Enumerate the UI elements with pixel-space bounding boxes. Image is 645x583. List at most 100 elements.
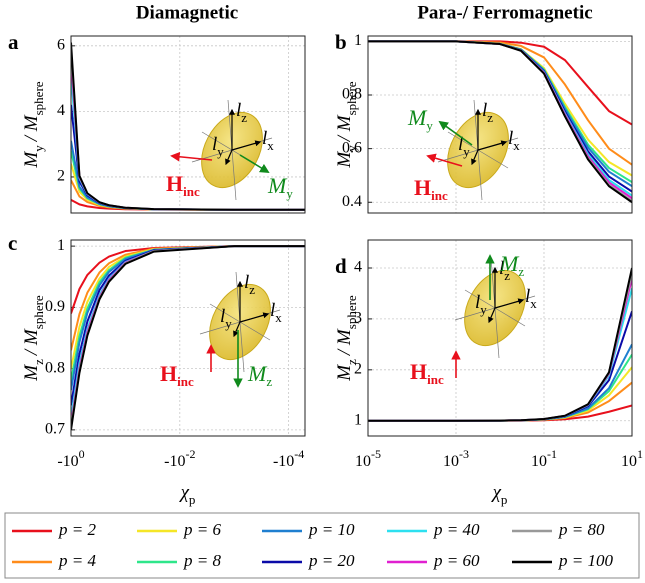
- inset-axis-label-part: l: [236, 100, 241, 121]
- field-label-sub: inc: [431, 188, 448, 203]
- y-axis-label: My / Msphere: [21, 81, 46, 168]
- y-axis-label: Mz / Msphere: [334, 295, 359, 382]
- x-tick-base: -10: [57, 453, 78, 470]
- y-axis-label-sub: z: [344, 359, 359, 365]
- x-axis-label: χp: [179, 482, 196, 507]
- y-tick-label: 2: [354, 360, 362, 377]
- inset-axis-label-part: l: [262, 128, 267, 149]
- y-axis-label-part: / M: [334, 328, 355, 356]
- series-line: [71, 245, 305, 431]
- field-label-part: H: [410, 359, 427, 384]
- column-title: Diamagnetic: [136, 2, 238, 23]
- y-tick-label: 6: [57, 37, 65, 54]
- field-label-part: H: [160, 361, 177, 386]
- y-tick-label: 0.8: [342, 86, 362, 103]
- inset-axis-label-sub: y: [463, 144, 470, 159]
- series-line: [368, 40, 632, 204]
- inset-axis-label-part: l: [244, 272, 249, 293]
- axis-arrow: [239, 312, 270, 323]
- y-tick-label: 3: [354, 310, 362, 327]
- x-tick-base: 10: [621, 453, 637, 470]
- magnetization-label-part: M: [247, 361, 268, 386]
- field-label: Hinc: [410, 359, 444, 387]
- magnetization-label-part: M: [407, 105, 428, 130]
- inset-axis-label-sub: x: [275, 310, 282, 325]
- inset-axis-label: ly: [475, 292, 487, 317]
- x-tick-label: 10-5: [355, 447, 381, 470]
- y-axis-label-part: M: [334, 151, 355, 169]
- inset-axis-label-part: l: [475, 292, 480, 313]
- field-arrow: [170, 151, 213, 162]
- panel-label: c: [8, 231, 17, 255]
- y-tick-label: 4: [57, 102, 65, 119]
- y-axis-label-part: M: [21, 364, 42, 382]
- legend-box: [4, 512, 640, 579]
- x-tick-label: -100: [57, 447, 84, 470]
- y-axis-label-sub: sphere: [344, 81, 359, 115]
- axis-arrow: [494, 298, 525, 309]
- inset-axis-label-part: l: [458, 134, 463, 155]
- x-tick-exponent: -1: [547, 447, 557, 461]
- inset-axis-label: lx: [508, 128, 520, 153]
- inset-axis-label-part: l: [220, 306, 225, 327]
- inset-axis-label: lz: [236, 100, 247, 125]
- y-tick-label: 0.9: [45, 298, 65, 315]
- field-label: Hinc: [166, 171, 200, 199]
- y-axis-label: Mz / Msphere: [21, 295, 46, 382]
- axis-arrow: [233, 321, 241, 338]
- inset-axis-label: lz: [244, 272, 255, 297]
- legend-label: p = 6: [183, 520, 221, 539]
- inset-axis-label-sub: y: [225, 316, 232, 331]
- inset-axis-label: ly: [212, 134, 224, 159]
- y-axis-label-part: / M: [21, 328, 42, 356]
- y-tick-label: 1: [354, 411, 362, 428]
- axis-arrow: [488, 307, 496, 324]
- x-axis-label-part: χ: [179, 482, 190, 503]
- plot-frame: [70, 239, 306, 437]
- legend-label: p = 2: [58, 520, 96, 539]
- inset-axis-label-part: l: [508, 128, 513, 149]
- field-label-sub: inc: [183, 184, 200, 199]
- legend-label: p = 100: [558, 551, 613, 570]
- inset-axis-label: ly: [458, 134, 470, 159]
- legend-label: p = 10: [308, 520, 355, 539]
- legend-label: p = 40: [433, 520, 480, 539]
- magnetization-label-sub: y: [286, 186, 293, 201]
- inset-axis-label: lz: [499, 258, 510, 283]
- inset-axis-label-sub: z: [241, 110, 247, 125]
- field-label-part: H: [166, 171, 183, 196]
- inset-axis-label: lz: [482, 100, 493, 125]
- x-axis-label: χp: [491, 482, 508, 507]
- axis-arrow: [225, 149, 233, 166]
- field-label: Hinc: [160, 361, 194, 389]
- inset-axis-label-sub: z: [249, 282, 255, 297]
- y-axis-label-sub: y: [344, 145, 359, 152]
- inset-axis-label-sub: x: [530, 296, 537, 311]
- series-line: [71, 42, 305, 211]
- magnetization-label-part: M: [267, 173, 288, 198]
- legend-label: p = 80: [558, 520, 605, 539]
- inset-axis-label-sub: x: [267, 138, 274, 153]
- series-line: [368, 267, 632, 422]
- y-axis-label-sub: sphere: [31, 81, 46, 115]
- legend-label: p = 20: [308, 551, 355, 570]
- inset-axis-label-sub: y: [217, 144, 224, 159]
- x-tick-label: 10-3: [443, 447, 469, 470]
- y-tick-label: 4: [354, 259, 362, 276]
- inset-axis-label: ly: [220, 306, 232, 331]
- inset-axis-label-part: l: [499, 258, 504, 279]
- x-tick-base: 10: [355, 453, 371, 470]
- inset-axis-label-part: l: [212, 134, 217, 155]
- x-tick-base: 10: [443, 453, 459, 470]
- column-title: Para-/ Ferromagnetic: [417, 2, 592, 23]
- plot-frame: [367, 239, 633, 437]
- x-axis-label-sub: p: [189, 492, 196, 507]
- x-axis-label-sub: p: [501, 492, 508, 507]
- y-tick-label: 0.8: [45, 359, 65, 376]
- inset-axis-label-sub: z: [504, 268, 510, 283]
- inset-axis-label: lx: [525, 286, 537, 311]
- legend-label: p = 60: [433, 551, 480, 570]
- x-tick-exponent: -2: [185, 447, 195, 461]
- y-tick-label: 0.7: [45, 421, 65, 438]
